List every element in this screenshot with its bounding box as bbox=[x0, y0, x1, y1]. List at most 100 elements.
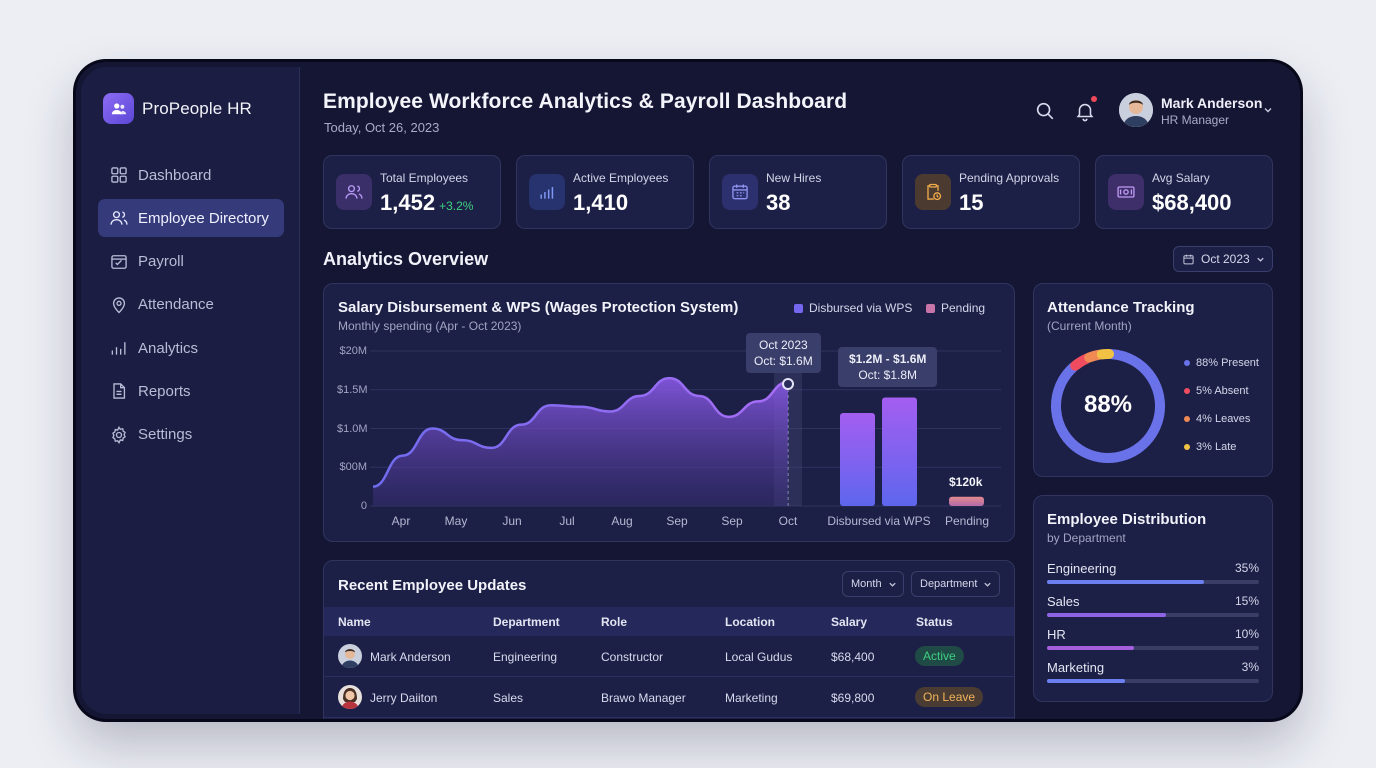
pending-data-label: $120k bbox=[949, 475, 983, 489]
series-line-disbursed bbox=[372, 376, 789, 488]
sidebar-item-dashboard[interactable]: Dashboard bbox=[98, 156, 284, 194]
x-tick-label: Disbursed via WPS bbox=[827, 514, 931, 528]
column-header[interactable]: Name bbox=[338, 615, 371, 629]
chevron-down-icon bbox=[984, 582, 992, 587]
stat-value: 38 bbox=[766, 190, 791, 215]
stat-card-total-employees[interactable]: Total Employees 1,452 +3.2% bbox=[323, 155, 501, 229]
attendance-legend-leaves: 4% Leaves bbox=[1184, 413, 1250, 425]
area-fill bbox=[373, 378, 788, 506]
legend-dot bbox=[1184, 416, 1190, 422]
department-pct: 3% bbox=[1241, 660, 1259, 674]
bar-pending[interactable] bbox=[949, 496, 984, 506]
column-header[interactable]: Role bbox=[601, 615, 628, 629]
cell-location: Marketing bbox=[725, 691, 778, 705]
sidebar-item-label: Payroll bbox=[138, 253, 184, 271]
period-label: Oct 2023 bbox=[1201, 252, 1250, 266]
bar-disbursed[interactable] bbox=[882, 397, 917, 507]
stat-card-pending-approvals[interactable]: Pending Approvals 15 bbox=[902, 155, 1080, 229]
chevron-down-icon[interactable] bbox=[1263, 105, 1273, 115]
stat-card-new-hires[interactable]: New Hires 38 bbox=[709, 155, 887, 229]
stat-label: Avg Salary bbox=[1152, 171, 1210, 185]
period-select[interactable]: Oct 2023 bbox=[1173, 246, 1273, 272]
cell-role: Brawo Manager bbox=[601, 691, 686, 705]
bar-tooltip: $1.2M - $1.6M Oct: $1.8M bbox=[838, 347, 938, 387]
y-tick-label: 0 bbox=[360, 500, 367, 512]
bell-icon[interactable] bbox=[1074, 100, 1096, 122]
progress-track bbox=[1047, 580, 1259, 584]
sidebar-item-reports[interactable]: Reports bbox=[98, 372, 284, 410]
department-pct: 10% bbox=[1234, 627, 1259, 641]
distribution-title: Employee Distribution bbox=[1047, 511, 1207, 528]
chart-tooltip: Oct 2023 Oct: $1.6M bbox=[746, 333, 821, 373]
calendar-icon bbox=[1183, 254, 1194, 264]
legend-label: 3% Late bbox=[1196, 441, 1237, 453]
cell-department: Engineering bbox=[493, 650, 558, 664]
sidebar-item-label: Attendance bbox=[138, 296, 214, 314]
stat-value: 1,410 bbox=[573, 190, 629, 215]
sidebar-item-employee-directory[interactable]: Employee Directory bbox=[98, 199, 284, 238]
column-header[interactable]: Location bbox=[725, 615, 775, 629]
hover-point[interactable] bbox=[782, 378, 794, 390]
legend-label: Pending bbox=[941, 301, 986, 315]
status-badge: On Leave bbox=[915, 687, 984, 707]
x-tick-label: Sep bbox=[666, 514, 688, 528]
sidebar-item-payroll[interactable]: Payroll bbox=[98, 243, 284, 281]
stat-label: Active Employees bbox=[573, 171, 669, 185]
bar-chart-icon bbox=[111, 342, 126, 355]
department-name: Engineering bbox=[1047, 561, 1117, 576]
user-name[interactable]: Mark Anderson bbox=[1161, 95, 1263, 111]
filter-label: Month bbox=[851, 578, 882, 590]
sidebar-item-settings[interactable]: Settings bbox=[98, 416, 284, 454]
stat-card-active-employees[interactable]: Active Employees 1,410 bbox=[516, 155, 694, 229]
cell-role: Constructor bbox=[601, 650, 664, 664]
donut-segment[interactable] bbox=[1051, 349, 1165, 463]
legend-label: 4% Leaves bbox=[1196, 413, 1251, 425]
department-filter[interactable]: Department bbox=[911, 571, 1000, 597]
table-row[interactable] bbox=[324, 636, 1014, 677]
cell-name: Mark Anderson bbox=[370, 650, 451, 664]
avatar bbox=[338, 644, 362, 668]
column-header[interactable]: Department bbox=[493, 615, 560, 629]
attendance-legend-late: 3% Late bbox=[1184, 441, 1236, 453]
document-icon bbox=[113, 383, 126, 400]
progress-fill bbox=[1047, 679, 1126, 683]
column-header[interactable]: Status bbox=[916, 615, 953, 629]
column-header[interactable]: Salary bbox=[831, 615, 868, 629]
stat-card-avg-salary[interactable]: Avg Salary $68,400 bbox=[1095, 155, 1273, 229]
filter-label: Department bbox=[920, 578, 978, 590]
location-pin-icon bbox=[112, 297, 126, 314]
sidebar-item-attendance[interactable]: Attendance bbox=[98, 286, 284, 324]
x-tick-label: Jul bbox=[559, 514, 575, 528]
search-icon[interactable] bbox=[1034, 100, 1056, 122]
tooltip-line: $1.2M - $1.6M bbox=[849, 352, 927, 366]
chevron-down-icon bbox=[888, 582, 896, 587]
sidebar-item-analytics[interactable]: Analytics bbox=[98, 329, 284, 367]
bar-disbursed[interactable] bbox=[840, 413, 875, 506]
legend-pending: Pending bbox=[926, 301, 985, 315]
chart-title: Salary Disbursement & WPS (Wages Protect… bbox=[338, 299, 739, 316]
y-tick-label: $1.5M bbox=[337, 384, 368, 396]
brand-logo-icon bbox=[103, 93, 134, 124]
stat-value: 15 bbox=[959, 190, 984, 215]
month-filter[interactable]: Month bbox=[842, 571, 904, 597]
department-name: HR bbox=[1047, 627, 1066, 642]
x-tick-label: Aug bbox=[611, 514, 633, 528]
money-icon bbox=[1108, 174, 1144, 210]
grid-icon bbox=[111, 167, 127, 183]
x-tick-label: Jun bbox=[502, 514, 522, 528]
attendance-legend-absent: 5% Absent bbox=[1184, 385, 1249, 397]
department-name: Marketing bbox=[1047, 660, 1105, 675]
distribution-panel bbox=[1033, 495, 1273, 702]
chart-subtitle: Monthly spending (Apr - Oct 2023) bbox=[338, 319, 522, 333]
tooltip-line: Oct 2023 bbox=[758, 338, 808, 352]
y-tick-label: $00M bbox=[339, 461, 367, 473]
distribution-subtitle: by Department bbox=[1047, 531, 1126, 545]
x-tick-label: Apr bbox=[391, 514, 411, 528]
attendance-subtitle: (Current Month) bbox=[1047, 319, 1132, 333]
tooltip-line: Oct: $1.8M bbox=[858, 368, 918, 382]
avatar[interactable] bbox=[1119, 93, 1153, 127]
section-title: Analytics Overview bbox=[323, 249, 489, 269]
legend-label: Disbursed via WPS bbox=[809, 301, 913, 315]
brand[interactable]: ProPeople HR bbox=[103, 93, 252, 124]
table-row[interactable] bbox=[324, 677, 1014, 718]
